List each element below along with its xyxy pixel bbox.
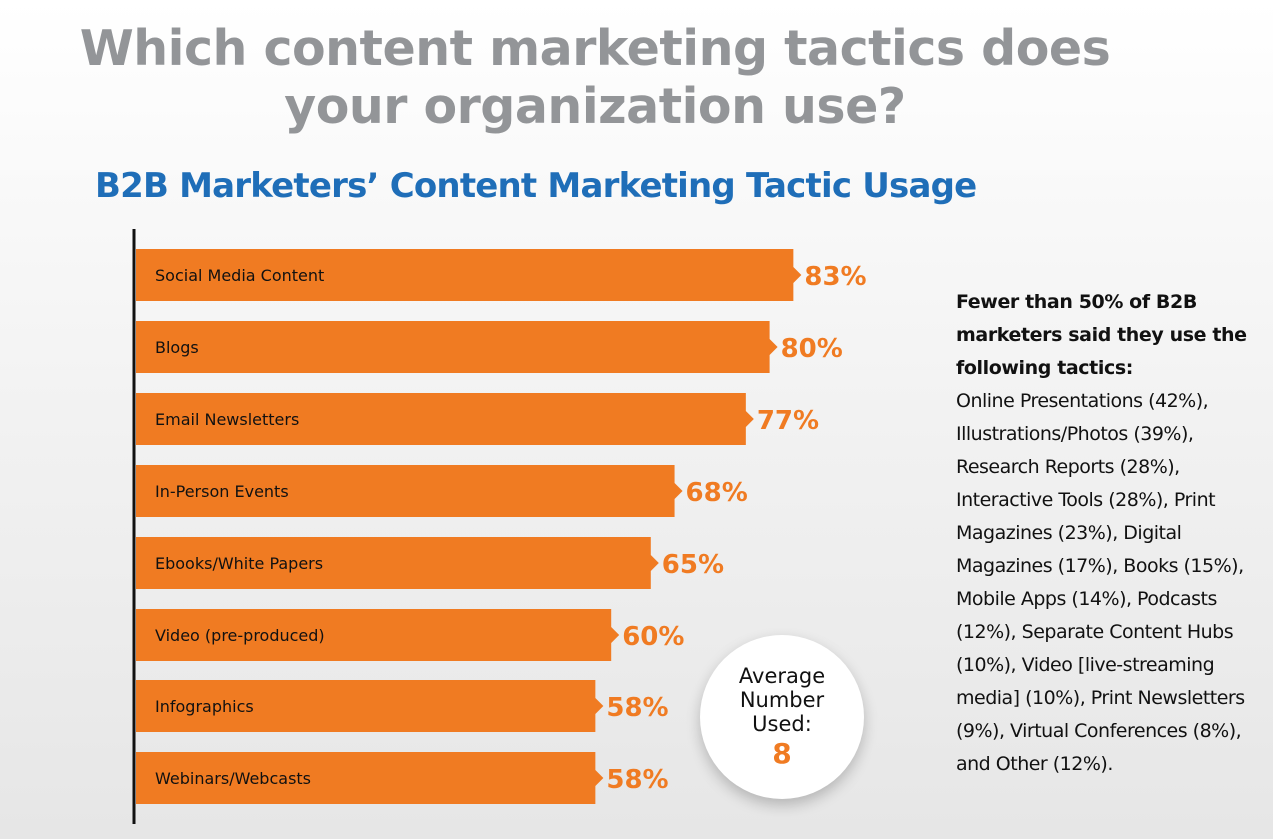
category-label: Infographics bbox=[155, 697, 254, 716]
value-label: 77% bbox=[757, 406, 819, 436]
value-label: 60% bbox=[622, 622, 684, 652]
bar bbox=[136, 321, 778, 373]
category-label: Video (pre-produced) bbox=[155, 626, 325, 645]
category-label: Blogs bbox=[155, 338, 199, 357]
value-label: 68% bbox=[686, 478, 748, 508]
side-note: Fewer than 50% of B2B marketers said the… bbox=[956, 286, 1261, 781]
value-label: 80% bbox=[781, 334, 843, 364]
side-note-body: Online Presentations (42%), Illustration… bbox=[956, 390, 1245, 775]
bar bbox=[136, 680, 604, 732]
bar-group: Webinars/Webcasts 58% bbox=[136, 752, 669, 804]
bar-group: Video (pre-produced) 60% bbox=[136, 609, 684, 661]
chart-title: B2B Marketers’ Content Marketing Tactic … bbox=[95, 166, 977, 206]
side-note-heading: Fewer than 50% of B2B marketers said the… bbox=[956, 291, 1247, 379]
category-label: Ebooks/White Papers bbox=[155, 554, 323, 573]
bar bbox=[136, 249, 802, 301]
bar-group: Infographics 58% bbox=[136, 680, 669, 732]
average-value: 8 bbox=[772, 737, 792, 770]
bar bbox=[136, 752, 604, 804]
value-label: 65% bbox=[662, 550, 724, 580]
category-label: In-Person Events bbox=[155, 482, 289, 501]
bar bbox=[136, 393, 754, 445]
bar-group: Email Newsletters 77% bbox=[136, 393, 819, 445]
average-label-line-3: Used: bbox=[752, 712, 812, 736]
category-label: Social Media Content bbox=[155, 266, 324, 285]
average-label-line-1: Average bbox=[738, 664, 826, 688]
bar bbox=[136, 465, 683, 517]
page-title: Which content marketing tactics does you… bbox=[0, 20, 1190, 136]
bar-group: Blogs 80% bbox=[136, 321, 843, 373]
bar bbox=[136, 609, 620, 661]
bar-group: In-Person Events 68% bbox=[136, 465, 748, 517]
category-label: Webinars/Webcasts bbox=[155, 769, 311, 788]
category-label: Email Newsletters bbox=[155, 410, 299, 429]
page-title-line-1: Which content marketing tactics does bbox=[79, 20, 1111, 77]
bar-group: Social Media Content 83% bbox=[136, 249, 867, 301]
value-label: 58% bbox=[606, 765, 668, 795]
value-label: 58% bbox=[606, 693, 668, 723]
bar bbox=[136, 537, 659, 589]
average-number-badge: Average Number Used: 8 bbox=[700, 635, 864, 799]
average-label-line-2: Number bbox=[739, 688, 825, 712]
value-label: 83% bbox=[804, 262, 866, 292]
page-title-line-2: your organization use? bbox=[284, 78, 906, 135]
bar-group: Ebooks/White Papers 65% bbox=[136, 537, 724, 589]
